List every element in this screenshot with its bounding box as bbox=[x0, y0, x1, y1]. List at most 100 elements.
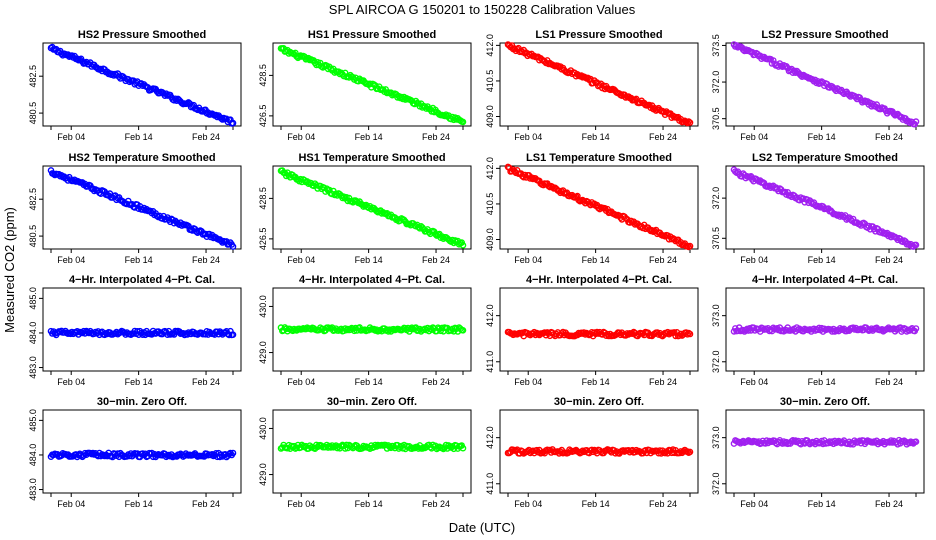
data-point bbox=[459, 444, 467, 452]
y-tick-label: 410.5 bbox=[485, 193, 495, 216]
x-tick-label: Feb 04 bbox=[740, 132, 768, 142]
panel-14: 30−min. Zero Off. 430.0 429.0 Feb 04 Feb 14 F… bbox=[258, 396, 472, 509]
x-tick-label: Feb 04 bbox=[287, 377, 315, 387]
y-tick-label: 372.0 bbox=[711, 351, 721, 374]
data-point bbox=[229, 119, 237, 127]
x-tick-label: Feb 04 bbox=[514, 499, 542, 509]
data-point bbox=[361, 326, 369, 334]
y-tick-label: 430.0 bbox=[258, 295, 268, 318]
y-tick-label: 428.5 bbox=[258, 187, 268, 210]
y-tick-label: 412.0 bbox=[485, 157, 495, 180]
data-point bbox=[847, 215, 854, 223]
x-tick-label: Feb 24 bbox=[192, 255, 220, 265]
plot-frame bbox=[725, 409, 925, 494]
x-tick-label: Feb 24 bbox=[422, 132, 450, 142]
x-tick-label: Feb 14 bbox=[582, 499, 610, 509]
x-tick-label: Feb 24 bbox=[875, 255, 903, 265]
panel-13: 30−min. Zero Off. 485.0 484.0 483.0 Feb 04 Fe… bbox=[28, 396, 242, 509]
x-tick-label: Feb 24 bbox=[649, 132, 677, 142]
data-point bbox=[183, 100, 191, 107]
x-tick-label: Feb 14 bbox=[125, 132, 153, 142]
data-point bbox=[432, 230, 439, 238]
panel-title: LS2 Pressure Smoothed bbox=[761, 29, 888, 41]
x-tick-label: Feb 24 bbox=[875, 377, 903, 387]
panel-title: 4−Hr. Interpolated 4−Pt. Cal. bbox=[299, 274, 445, 286]
x-tick-label: Feb 14 bbox=[808, 132, 836, 142]
panel-title: LS1 Temperature Smoothed bbox=[526, 152, 672, 164]
data-point bbox=[219, 116, 226, 123]
x-tick-label: Feb 24 bbox=[192, 499, 220, 509]
data-point bbox=[229, 243, 237, 250]
data-point bbox=[574, 192, 581, 200]
panel-title: HS2 Pressure Smoothed bbox=[78, 29, 206, 41]
panel-2: HS1 Pressure Smoothed 428.5 426.5 Feb 04 Feb… bbox=[258, 29, 472, 142]
panel-title: 4−Hr. Interpolated 4−Pt. Cal. bbox=[526, 274, 672, 286]
y-tick-label: 370.5 bbox=[711, 227, 721, 250]
y-tick-label: 483.0 bbox=[28, 478, 38, 501]
x-tick-label: Feb 14 bbox=[582, 377, 610, 387]
x-tick-label: Feb 24 bbox=[422, 255, 450, 265]
figure-title: SPL AIRCOA G 150201 to 150228 Calibratio… bbox=[329, 2, 636, 17]
x-tick-label: Feb 24 bbox=[875, 132, 903, 142]
y-tick-label: 372.0 bbox=[711, 187, 721, 210]
panel-8: LS2 Temperature Smoothed 372.0 370.5 Feb 04… bbox=[711, 152, 925, 265]
y-tick-label: 373.5 bbox=[711, 34, 721, 57]
panel-6: HS1 Temperature Smoothed 428.5 426.5 Feb 04… bbox=[258, 152, 472, 265]
panel-11: 4−Hr. Interpolated 4−Pt. Cal. 412.0 411.0 F… bbox=[485, 274, 699, 387]
y-tick-label: 484.0 bbox=[28, 322, 38, 345]
data-point bbox=[671, 329, 678, 336]
x-tick-label: Feb 14 bbox=[355, 255, 383, 265]
x-tick-label: Feb 24 bbox=[192, 377, 220, 387]
x-tick-label: Feb 04 bbox=[57, 499, 85, 509]
data-point bbox=[225, 331, 233, 339]
plot-frame bbox=[42, 165, 242, 250]
x-tick-label: Feb 04 bbox=[740, 255, 768, 265]
data-point bbox=[341, 445, 349, 452]
x-tick-label: Feb 24 bbox=[422, 499, 450, 509]
y-tick-label: 372.0 bbox=[711, 71, 721, 94]
data-point bbox=[686, 330, 694, 338]
y-tick-label: 409.0 bbox=[485, 105, 495, 128]
x-tick-label: Feb 04 bbox=[514, 255, 542, 265]
data-point bbox=[861, 97, 869, 104]
panel-10: 4−Hr. Interpolated 4−Pt. Cal. 430.0 429.0 F… bbox=[258, 274, 472, 387]
x-tick-label: Feb 04 bbox=[287, 499, 315, 509]
y-tick-label: 372.0 bbox=[711, 473, 721, 496]
data-point bbox=[505, 42, 513, 49]
x-tick-label: Feb 14 bbox=[808, 499, 836, 509]
plot-frame bbox=[272, 287, 472, 372]
x-tick-label: Feb 14 bbox=[125, 255, 153, 265]
x-tick-label: Feb 04 bbox=[740, 499, 768, 509]
x-tick-label: Feb 04 bbox=[740, 377, 768, 387]
x-tick-label: Feb 14 bbox=[808, 377, 836, 387]
data-point bbox=[408, 324, 416, 332]
x-tick-label: Feb 04 bbox=[514, 132, 542, 142]
data-point bbox=[343, 441, 350, 449]
y-tick-label: 480.5 bbox=[28, 225, 38, 248]
data-point bbox=[686, 448, 694, 456]
data-point bbox=[459, 326, 467, 334]
panel-4: LS2 Pressure Smoothed 373.5 372.0 370.5 Feb … bbox=[711, 29, 925, 142]
data-point bbox=[459, 118, 467, 126]
x-tick-label: Feb 04 bbox=[514, 377, 542, 387]
data-point bbox=[339, 194, 346, 202]
panel-title: 4−Hr. Interpolated 4−Pt. Cal. bbox=[69, 274, 215, 286]
data-point bbox=[684, 448, 691, 455]
x-tick-label: Feb 14 bbox=[808, 255, 836, 265]
data-point bbox=[766, 327, 773, 335]
panel-title: HS1 Pressure Smoothed bbox=[308, 29, 436, 41]
x-tick-label: Feb 14 bbox=[125, 377, 153, 387]
x-tick-label: Feb 24 bbox=[192, 132, 220, 142]
x-tick-label: Feb 24 bbox=[875, 499, 903, 509]
panel-12: 4−Hr. Interpolated 4−Pt. Cal. 373.0 372.0 F… bbox=[711, 274, 925, 387]
panel-title: HS2 Temperature Smoothed bbox=[68, 152, 215, 164]
plot-frame bbox=[42, 42, 242, 127]
x-tick-label: Feb 04 bbox=[287, 132, 315, 142]
panel-9: 4−Hr. Interpolated 4−Pt. Cal. 485.0 484.0 4… bbox=[28, 274, 242, 387]
y-tick-label: 373.0 bbox=[711, 426, 721, 449]
data-point bbox=[453, 116, 460, 123]
data-point bbox=[451, 237, 459, 244]
y-tick-label: 485.0 bbox=[28, 409, 38, 432]
y-tick-label: 411.0 bbox=[485, 351, 495, 373]
